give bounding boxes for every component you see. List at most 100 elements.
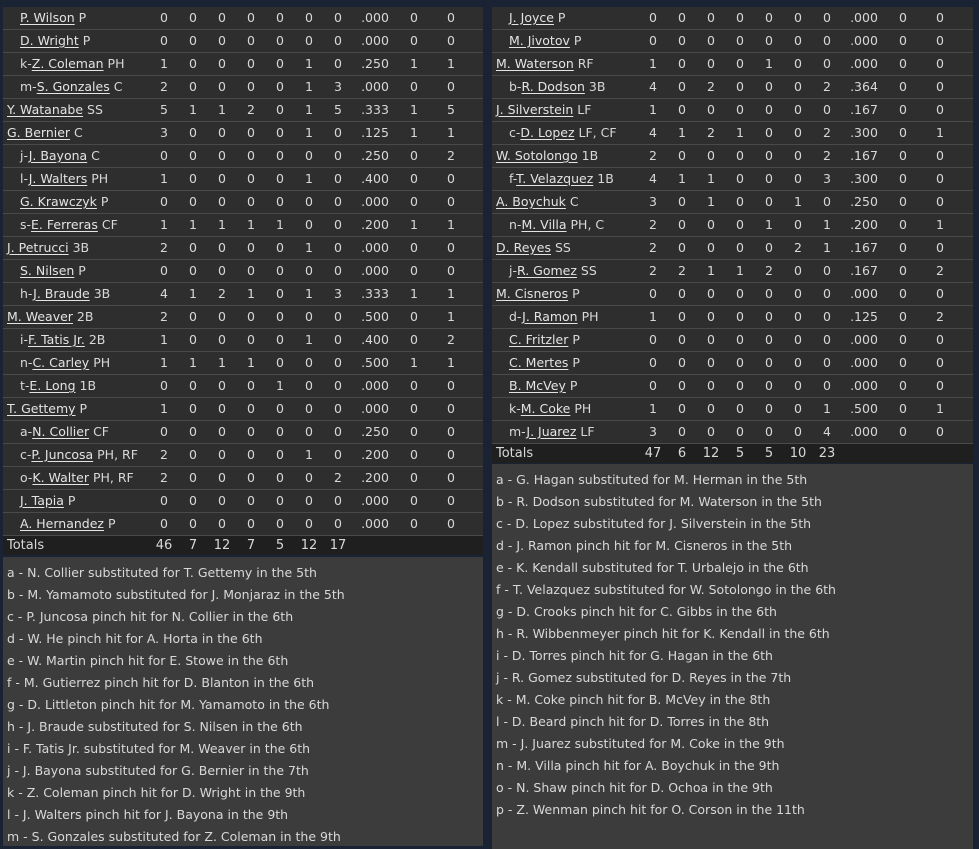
player-link[interactable]: M. Cisneros xyxy=(496,286,569,301)
stat-cell: 0 xyxy=(794,217,802,232)
substitution-note: j - J. Bayona substituted for G. Bernier… xyxy=(7,763,309,778)
player-link[interactable]: S. Gonzales xyxy=(36,79,110,94)
player-link[interactable]: J. Juarez xyxy=(526,424,577,439)
stat-cell: 0 xyxy=(447,470,455,485)
player-link[interactable]: K. Walter xyxy=(32,470,89,485)
player-cell: f-T. Velazquez 1B xyxy=(509,168,614,190)
player-link[interactable]: N. Collier xyxy=(32,424,90,439)
player-position: C xyxy=(569,194,579,209)
stat-cell: 2 xyxy=(447,332,455,347)
player-link[interactable]: J. Tapia xyxy=(20,493,64,508)
stat-cell: 0 xyxy=(794,401,802,416)
stat-cell: 0 xyxy=(247,79,255,94)
stat-cell: .200 xyxy=(361,447,389,462)
player-link[interactable]: M. Jivotov xyxy=(509,33,570,48)
stat-cell: 1 xyxy=(247,355,255,370)
stat-cell: 2 xyxy=(936,309,944,324)
player-cell: k-M. Coke PH xyxy=(509,398,591,420)
player-link[interactable]: J. Joyce xyxy=(509,10,554,25)
stat-cell: 0 xyxy=(189,516,197,531)
table-row: P. Wilson P 0 0 0 0 0 0 0 .000 0 0 xyxy=(3,7,483,30)
player-link[interactable]: P. Juncosa xyxy=(31,447,94,462)
substitution-note: a - N. Collier substituted for T. Gettem… xyxy=(7,565,317,580)
player-link[interactable]: C. Mertes xyxy=(509,355,569,370)
stat-cell: 1 xyxy=(189,355,197,370)
stat-cell: 0 xyxy=(160,263,168,278)
player-link[interactable]: J. Ramon xyxy=(522,309,578,324)
player-position: SS xyxy=(580,263,597,278)
stat-cell: 0 xyxy=(736,10,744,25)
player-link[interactable]: G. Krawczyk xyxy=(20,194,97,209)
stat-cell: 0 xyxy=(794,148,802,163)
player-link[interactable]: J. Petrucci xyxy=(7,240,69,255)
player-link[interactable]: M. Waterson xyxy=(496,56,574,71)
player-link[interactable]: E. Long xyxy=(29,378,76,393)
stat-cell: 2 xyxy=(160,79,168,94)
player-link[interactable]: T. Velazquez xyxy=(516,171,594,186)
player-link[interactable]: D. Lopez xyxy=(520,125,575,140)
player-link[interactable]: Y. Watanabe xyxy=(7,102,84,117)
player-position: PH, C xyxy=(570,217,605,232)
player-link[interactable]: W. Sotolongo xyxy=(496,148,578,163)
player-link[interactable]: J. Silverstein xyxy=(496,102,574,117)
player-link[interactable]: J. Bayona xyxy=(28,148,88,163)
player-link[interactable]: S. Nilsen xyxy=(20,263,75,278)
stat-cell: 0 xyxy=(410,194,418,209)
stat-cell: 0 xyxy=(765,102,773,117)
stat-cell: 2 xyxy=(447,148,455,163)
stat-cell: 0 xyxy=(736,148,744,163)
player-link[interactable]: T. Gettemy xyxy=(7,401,76,416)
player-link[interactable]: R. Gomez xyxy=(516,263,577,278)
sub-letter: l- xyxy=(20,171,29,186)
stat-cell: 2 xyxy=(160,447,168,462)
player-link[interactable]: D. Wright xyxy=(20,33,79,48)
player-link[interactable]: M. Coke xyxy=(520,401,571,416)
stat-cell: 0 xyxy=(678,424,686,439)
sub-letter: m- xyxy=(509,424,527,439)
player-cell: D. Wright P xyxy=(20,30,90,52)
player-link[interactable]: C. Fritzler xyxy=(509,332,569,347)
stat-cell: 2 xyxy=(823,148,831,163)
player-link[interactable]: E. Ferreras xyxy=(31,217,98,232)
player-link[interactable]: A. Boychuk xyxy=(496,194,566,209)
player-link[interactable]: J. Braude xyxy=(33,286,90,301)
player-link[interactable]: D. Reyes xyxy=(496,240,551,255)
player-link[interactable]: J. Walters xyxy=(28,171,88,186)
stat-cell: .500 xyxy=(361,309,389,324)
player-link[interactable]: G. Bernier xyxy=(7,125,71,140)
stat-cell: 0 xyxy=(736,424,744,439)
player-link[interactable]: A. Hernandez xyxy=(20,516,104,531)
player-link[interactable]: R. Dodson xyxy=(521,79,585,94)
stat-cell: 2 xyxy=(649,263,657,278)
player-link[interactable]: B. McVey xyxy=(509,378,566,393)
player-link[interactable]: Z. Coleman xyxy=(31,56,104,71)
stat-cell: 0 xyxy=(334,240,342,255)
player-link[interactable]: M. Weaver xyxy=(7,309,73,324)
stat-cell: 0 xyxy=(707,148,715,163)
player-link[interactable]: P. Wilson xyxy=(20,10,75,25)
stat-cell: 0 xyxy=(160,148,168,163)
stat-cell: 0 xyxy=(160,424,168,439)
stat-cell: 0 xyxy=(823,332,831,347)
player-link[interactable]: F. Tatis Jr. xyxy=(27,332,85,347)
substitution-note: g - D. Littleton pinch hit for M. Yamamo… xyxy=(7,697,330,712)
stat-cell: 1 xyxy=(649,309,657,324)
stat-cell: 0 xyxy=(247,378,255,393)
stat-cell: 0 xyxy=(276,194,284,209)
substitution-note: f - T. Velazquez substituted for W. Soto… xyxy=(496,582,836,597)
player-cell: M. Cisneros P xyxy=(496,283,580,305)
stat-cell: 0 xyxy=(765,171,773,186)
player-link[interactable]: M. Villa xyxy=(521,217,567,232)
stat-cell: 0 xyxy=(936,286,944,301)
stat-cell: 1 xyxy=(305,171,313,186)
stat-cell: 1 xyxy=(736,125,744,140)
table-row: T. Gettemy P 1 0 0 0 0 0 0 .000 0 0 xyxy=(3,398,483,421)
stat-cell: 0 xyxy=(276,33,284,48)
stat-cell: 1 xyxy=(305,447,313,462)
stat-cell: 0 xyxy=(276,286,284,301)
player-link[interactable]: C. Carley xyxy=(32,355,90,370)
stat-cell: 0 xyxy=(823,194,831,209)
stat-cell: 0 xyxy=(765,240,773,255)
stat-cell: 1 xyxy=(447,217,455,232)
stat-cell: 3 xyxy=(160,125,168,140)
